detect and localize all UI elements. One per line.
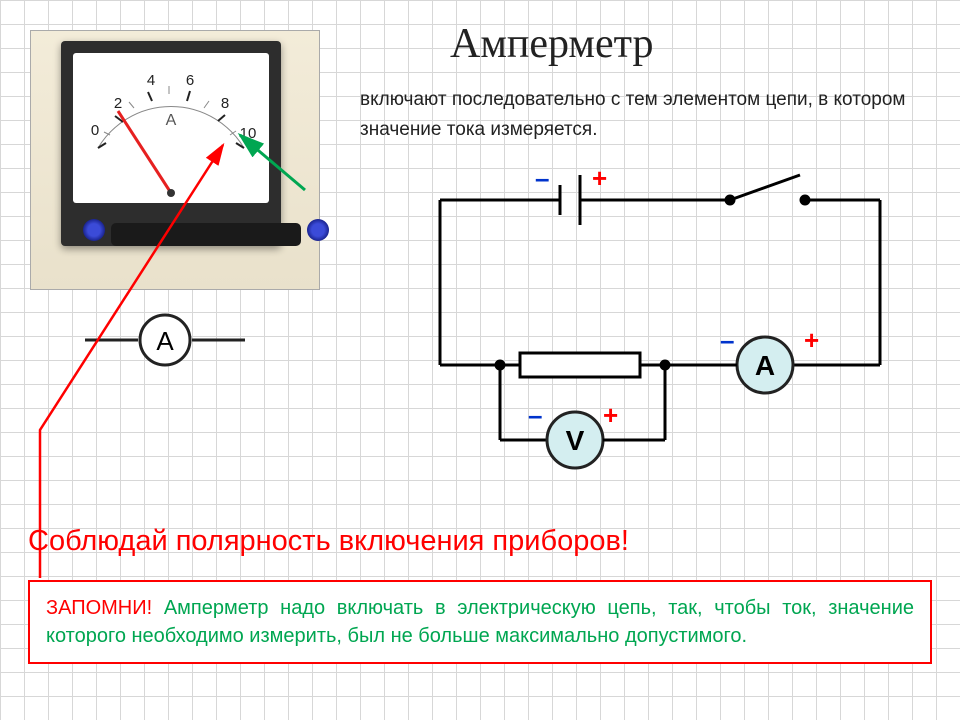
battery-plus: + (592, 163, 607, 194)
ammeter-plus: + (804, 325, 819, 356)
tick-10: 10 (240, 125, 257, 142)
needle (118, 111, 171, 193)
symbol-letter: A (156, 326, 174, 356)
tick-4: 4 (147, 72, 155, 89)
tick-0: 0 (91, 122, 99, 139)
battery-minus: – (535, 163, 549, 194)
warning-text: Соблюдай полярность включения приборов! (28, 525, 629, 558)
circuit-diagram: A V – + – + – + (405, 165, 915, 475)
note-label: ЗАПОМНИ! (46, 597, 152, 619)
note-box: ЗАПОМНИ! Амперметр надо включать в элект… (28, 580, 932, 664)
ammeter-photo-frame: 0 2 4 6 8 10 (30, 30, 320, 290)
tick-6: 6 (186, 72, 194, 89)
ammeter-symbol: A (80, 310, 250, 370)
tick-8: 8 (221, 95, 229, 112)
voltmeter-plus: + (603, 400, 618, 431)
voltmeter-minus: – (528, 400, 542, 431)
unit-label: A (166, 112, 177, 129)
ammeter-label: A (755, 350, 775, 381)
subtitle-text: включают последовательно с тем элементом… (360, 85, 930, 146)
ammeter-scale-svg: 0 2 4 6 8 10 (73, 53, 269, 203)
tick-2: 2 (114, 95, 122, 112)
meter-base (111, 223, 301, 246)
ammeter-face: 0 2 4 6 8 10 (73, 53, 269, 203)
ammeter-body: 0 2 4 6 8 10 (61, 41, 281, 246)
page-title: Амперметр (450, 20, 653, 68)
note-text: Амперметр надо включать в электрическую … (46, 597, 914, 647)
ammeter-minus: – (720, 325, 734, 356)
voltmeter-label: V (566, 425, 585, 456)
